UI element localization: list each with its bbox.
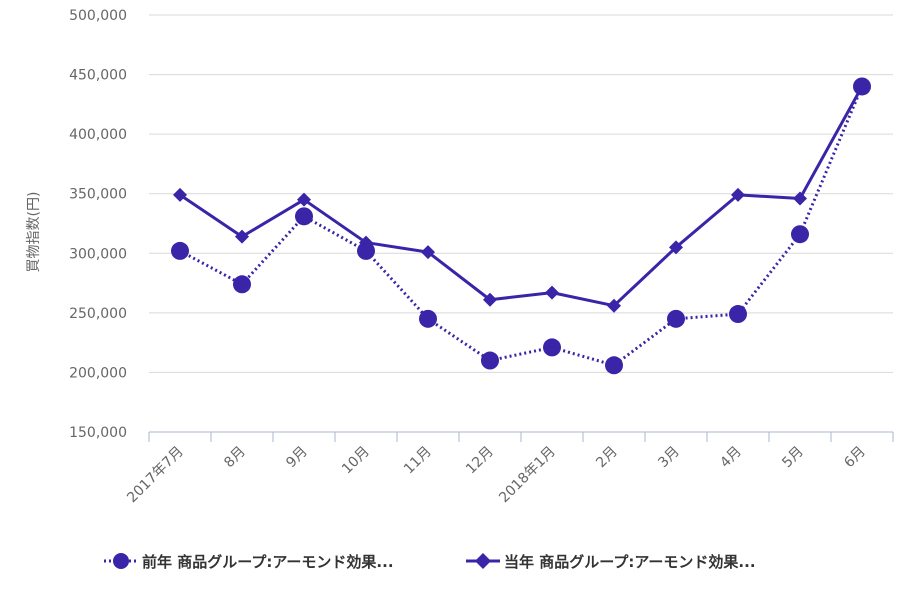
series-current-year <box>173 79 869 313</box>
y-axis-tick-labels: 150,000 200,000 250,000 300,000 350,000 400,0… <box>69 8 127 441</box>
data-point-circle <box>667 309 685 328</box>
x-tick-label: 2017年7月 <box>124 444 187 507</box>
x-tick-label: 3月 <box>655 444 683 472</box>
x-tick-label: 12月 <box>463 444 497 478</box>
legend-item-previous-year[interactable]: 前年 商品グループ:アーモンド効果... <box>104 546 394 576</box>
data-point-circle <box>233 275 251 294</box>
y-tick-label: 450,000 <box>69 68 127 84</box>
data-point-circle <box>543 338 561 357</box>
legend-diamond-marker-icon <box>466 553 500 569</box>
y-tick-label: 500,000 <box>69 8 127 24</box>
data-point-circle <box>729 305 747 324</box>
data-point-circle <box>481 351 499 370</box>
data-point-diamond <box>235 229 249 244</box>
data-point-diamond <box>607 298 621 313</box>
x-tick-label: 8月 <box>221 444 249 472</box>
grid-lines <box>149 14 893 373</box>
x-tick-label: 4月 <box>717 444 745 472</box>
y-tick-label: 250,000 <box>69 306 127 322</box>
legend: 前年 商品グループ:アーモンド効果... 当年 商品グループ:アーモンド効果..… <box>0 546 910 576</box>
data-point-circle <box>295 207 313 226</box>
data-point-circle <box>791 225 809 244</box>
data-point-diamond <box>731 187 745 202</box>
y-tick-label: 150,000 <box>69 425 127 441</box>
legend-circle-marker-icon <box>104 553 138 569</box>
data-point-diamond <box>793 191 807 206</box>
y-tick-label: 350,000 <box>69 187 127 203</box>
x-tick-label: 10月 <box>339 444 373 478</box>
x-axis: 2017年7月 8月 9月 10月 11月 12月 2018年1月 2月 3月 4月 5月 6月 <box>124 431 894 507</box>
data-point-diamond <box>421 245 435 260</box>
data-point-circle <box>605 356 623 375</box>
x-tick-label: 2018年1月 <box>496 444 559 507</box>
data-point-diamond <box>297 192 311 207</box>
series-previous-year <box>171 77 871 375</box>
data-point-diamond <box>173 187 187 202</box>
y-axis-title: 買物指数(円) <box>26 192 42 273</box>
legend-label-current-year: 当年 商品グループ:アーモンド効果... <box>504 552 756 571</box>
data-point-diamond <box>359 235 373 250</box>
data-point-diamond <box>545 285 559 300</box>
series-line <box>179 85 864 367</box>
data-point-circle <box>419 309 437 328</box>
y-tick-label: 200,000 <box>69 365 127 381</box>
legend-item-current-year[interactable]: 当年 商品グループ:アーモンド効果... <box>466 546 756 576</box>
x-tick-label: 6月 <box>841 444 869 472</box>
series-group <box>171 77 871 375</box>
data-point-diamond <box>483 292 497 307</box>
series-line <box>179 85 864 308</box>
x-tick-label: 5月 <box>779 444 807 472</box>
data-point-diamond <box>669 240 683 255</box>
x-tick-label: 9月 <box>283 444 311 472</box>
data-point-circle <box>171 241 189 260</box>
x-tick-label: 11月 <box>401 444 435 478</box>
y-tick-label: 300,000 <box>69 246 127 262</box>
y-tick-label: 400,000 <box>69 127 127 143</box>
data-point-diamond <box>855 79 869 94</box>
data-point-circle <box>357 241 375 260</box>
legend-label-previous-year: 前年 商品グループ:アーモンド効果... <box>142 552 394 571</box>
x-tick-label: 2月 <box>593 444 621 472</box>
